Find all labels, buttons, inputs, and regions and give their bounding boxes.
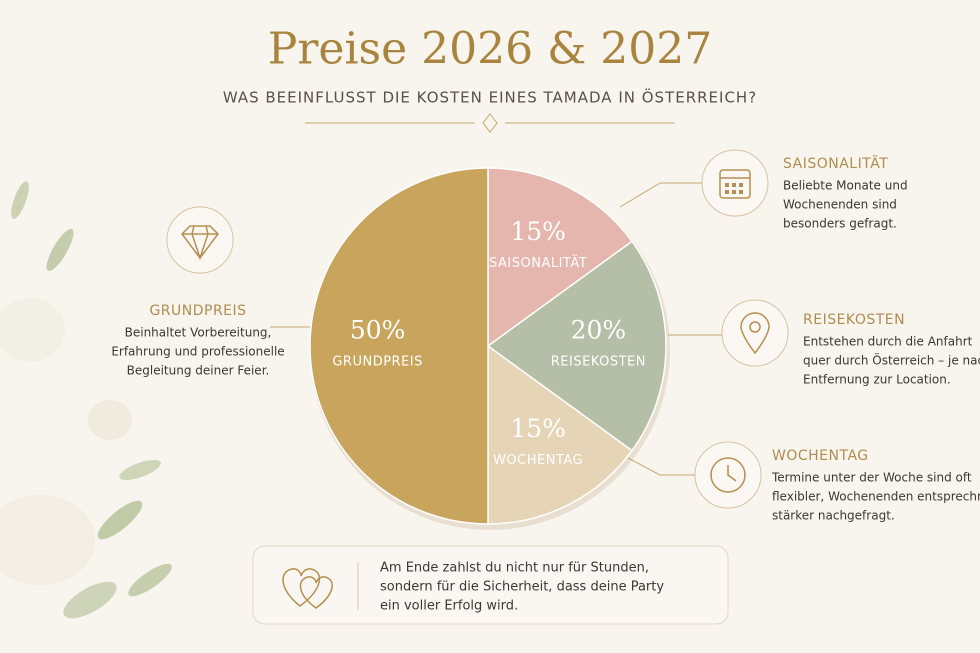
chart-title: Preise 2026 & 2027: [268, 24, 712, 75]
icon-part: [739, 183, 743, 187]
callout-description: Beliebte Monate und: [783, 179, 908, 193]
callout-title: SAISONALITÄT: [783, 154, 888, 172]
floral-decoration: [0, 181, 172, 619]
hearts-icon: [282, 568, 333, 609]
pie-slice: [486, 240, 667, 452]
callout-description: Erfahrung und professionelle: [111, 345, 284, 359]
icon-part: [749, 321, 761, 333]
callout-description: Entfernung zur Location.: [803, 373, 951, 387]
icon-part: [725, 190, 729, 194]
callout-title: REISEKOSTEN: [803, 312, 905, 328]
slice-category-label: WOCHENTAG: [493, 453, 583, 468]
icon-part: [710, 457, 746, 493]
chart-subtitle: WAS BEEINFLUSST DIE KOSTEN EINES TAMADA …: [223, 88, 757, 107]
note-box: [252, 545, 729, 625]
pie-slice: [487, 167, 634, 348]
note-text: sondern für die Sicherheit, dass deine P…: [380, 580, 664, 595]
icon-part: [732, 183, 736, 187]
slice-value-label: 15%: [510, 414, 566, 443]
callout-icon: [740, 312, 770, 355]
icon-part: [727, 465, 737, 482]
note-text: Am Ende zahlst du nicht nur für Stunden,: [380, 561, 649, 576]
callout-title: GRUNDPREIS: [149, 303, 246, 319]
callout-icon: [710, 457, 746, 493]
callout-description: Wochenenden sind: [783, 198, 897, 212]
callout-title: WOCHENTAG: [772, 448, 869, 464]
icon-part: [740, 312, 770, 355]
callout-description: Beinhaltet Vorbereitung,: [125, 326, 272, 340]
icon-part: [725, 183, 729, 187]
icon-circle: [721, 299, 789, 367]
slice-category-label: REISEKOSTEN: [551, 355, 646, 370]
connector-line: [627, 457, 695, 476]
callout-description: Entstehen durch die Anfahrt: [803, 335, 973, 349]
icon-circle: [166, 206, 234, 274]
callout-description: stärker nachgefragt.: [772, 509, 895, 523]
note-text: ein voller Erfolg wird.: [380, 599, 518, 614]
callout-description: besonders gefragt.: [783, 217, 897, 231]
slice-value-label: 50%: [350, 316, 406, 345]
pie-slice: [487, 344, 634, 525]
icon-part: [732, 190, 736, 194]
icon-part: [739, 190, 743, 194]
slice-value-label: 20%: [571, 316, 627, 345]
pie-slice: [309, 167, 489, 525]
slice-value-label: 15%: [510, 217, 566, 246]
callout-description: Termine unter der Woche sind oft: [771, 471, 972, 485]
callout-description: Begleitung deiner Feier.: [127, 364, 270, 378]
icon-part: [719, 169, 751, 199]
title-divider: [305, 113, 675, 133]
callout-description: flexibler, Wochenenden entsprechned: [772, 490, 980, 504]
connector-line: [619, 182, 702, 208]
callout-description: quer durch Österreich – je nach: [803, 352, 980, 368]
callout-icon: [719, 169, 751, 199]
callout-icon: [181, 225, 219, 261]
icon-part: [181, 225, 219, 261]
slice-category-label: SAISONALITÄT: [489, 255, 587, 271]
slice-category-label: GRUNDPREIS: [332, 355, 423, 370]
